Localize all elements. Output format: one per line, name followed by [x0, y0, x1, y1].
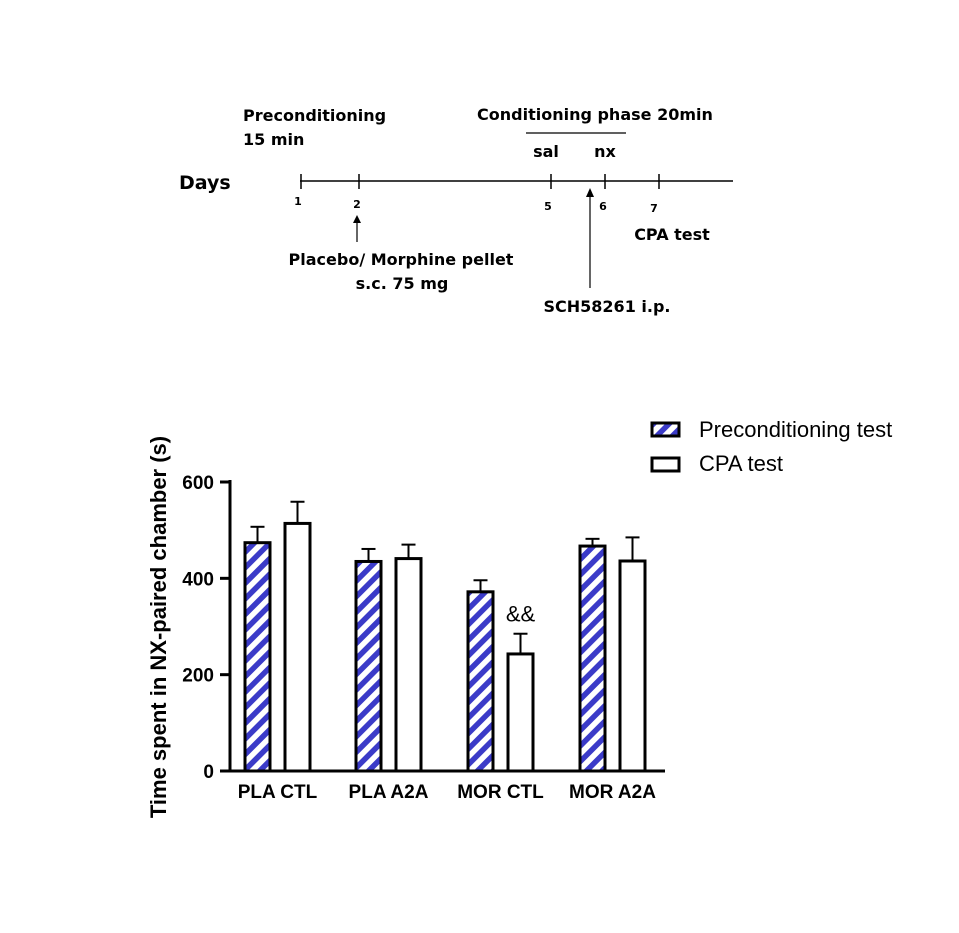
day-number-5: 5 [544, 200, 552, 213]
legend: Preconditioning test CPA test [650, 417, 892, 476]
day-number-7: 7 [650, 202, 658, 215]
bar-cpa-test [506, 652, 535, 773]
bar-preconditioning [354, 559, 383, 773]
experimental-timeline: Preconditioning 15 min Conditioning phas… [179, 105, 733, 316]
bar-preconditioning [466, 590, 495, 773]
bar-chart: Time spent in NX-paired chamber (s) 0 200… [146, 417, 892, 818]
pellet-arrow-head-icon [353, 215, 361, 223]
x-tick-label: MOR A2A [569, 782, 656, 803]
day-number-6: 6 [599, 200, 607, 213]
sch58261-label: SCH58261 i.p. [544, 297, 671, 316]
bar-cpa-test [394, 557, 423, 773]
bar-cpa-test [618, 559, 647, 773]
sal-label: sal [533, 142, 559, 161]
day-number-2: 2 [353, 198, 361, 211]
legend-label-preconditioning: Preconditioning test [699, 417, 892, 442]
days-label: Days [179, 172, 231, 194]
axes [228, 480, 665, 773]
bar-preconditioning [243, 541, 272, 773]
annotations: && [506, 602, 536, 627]
preconditioning-duration-label: 15 min [243, 130, 304, 149]
y-axis-title: Time spent in NX-paired chamber (s) [146, 436, 171, 818]
bar-preconditioning [578, 544, 607, 773]
significance-annotation: && [506, 602, 536, 627]
x-tick-label: PLA A2A [349, 782, 429, 803]
y-tick-label: 0 [203, 762, 214, 783]
legend-swatch-cpa-test [650, 456, 681, 473]
x-tick-label: MOR CTL [457, 782, 544, 803]
pellet-dose-label: s.c. 75 mg [356, 274, 449, 293]
legend-swatch-preconditioning [650, 421, 681, 438]
bar-cpa-test [283, 521, 312, 773]
y-axis-ticks: 0 200 400 600 [182, 473, 230, 783]
sch-arrow-head-icon [586, 188, 594, 197]
bars [243, 500, 647, 773]
y-tick-label: 600 [182, 473, 214, 494]
conditioning-phase-label: Conditioning phase 20min [477, 105, 713, 124]
day-number-1: 1 [294, 195, 302, 208]
x-axis-labels: PLA CTL PLA A2A MOR CTL MOR A2A [238, 782, 656, 803]
y-tick-label: 400 [182, 569, 214, 590]
cpa-test-label: CPA test [634, 225, 710, 244]
nx-label: nx [594, 142, 616, 161]
x-tick-label: PLA CTL [238, 782, 318, 803]
pellet-label: Placebo/ Morphine pellet [289, 250, 514, 269]
y-tick-label: 200 [182, 666, 214, 687]
legend-label-cpa-test: CPA test [699, 451, 783, 476]
preconditioning-label: Preconditioning [243, 106, 386, 125]
